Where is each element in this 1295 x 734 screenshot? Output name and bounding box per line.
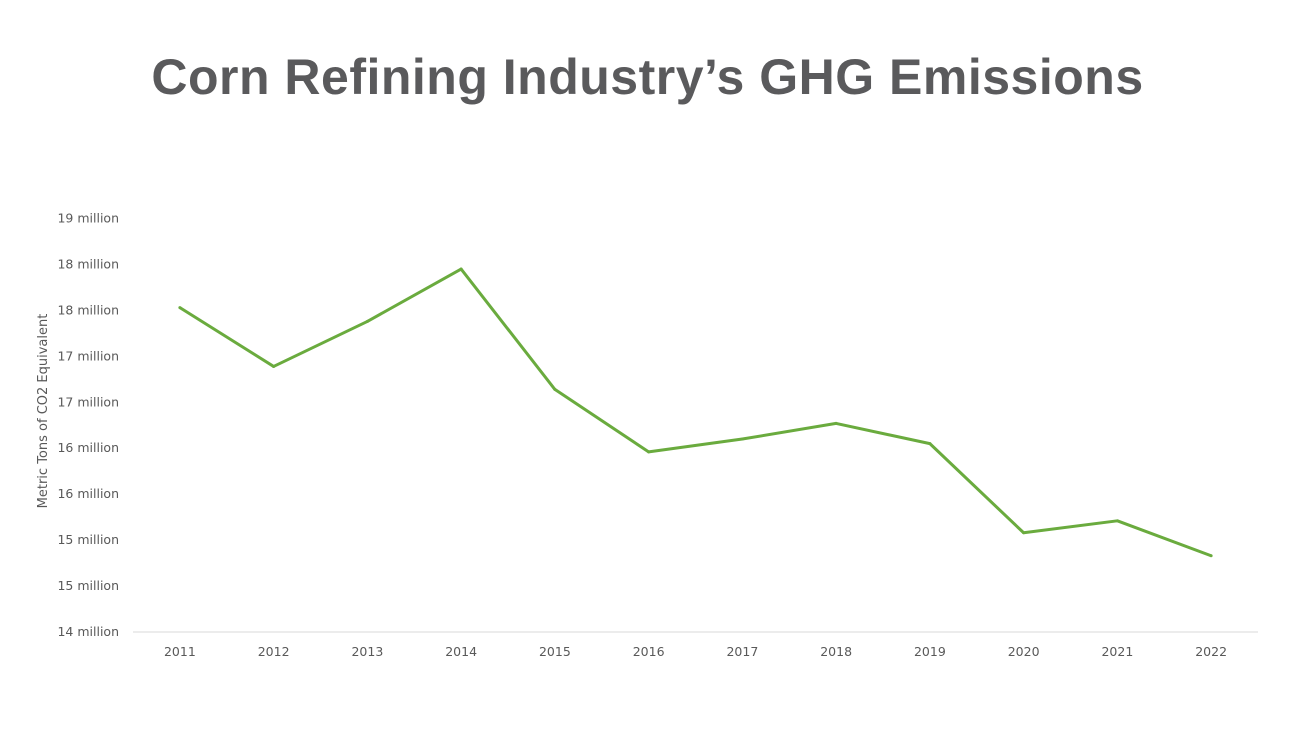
- data-point: [834, 421, 838, 425]
- x-tick-label: 2016: [633, 644, 665, 659]
- y-tick-label: 17 million: [57, 394, 119, 409]
- x-tick-label: 2019: [914, 644, 946, 659]
- y-tick-label: 18 million: [57, 302, 119, 317]
- x-tick-label: 2021: [1101, 644, 1133, 659]
- x-tick-label: 2017: [726, 644, 758, 659]
- x-tick-label: 2013: [351, 644, 383, 659]
- y-tick-label: 16 million: [57, 486, 119, 501]
- x-tick-label: 2012: [258, 644, 290, 659]
- chart-title: Corn Refining Industry’s GHG Emissions: [151, 49, 1144, 105]
- data-point: [459, 267, 463, 271]
- y-tick-label: 18 million: [57, 256, 119, 271]
- y-tick-label: 19 million: [57, 211, 119, 226]
- data-point: [647, 450, 651, 454]
- series-line: [179, 267, 1212, 558]
- y-tick-label: 16 million: [57, 440, 119, 455]
- data-point: [740, 437, 744, 441]
- x-tick-label: 2015: [539, 644, 571, 659]
- y-tick-label: 15 million: [57, 532, 119, 547]
- data-point: [553, 387, 557, 391]
- x-tick-label: 2020: [1008, 644, 1040, 659]
- x-tick-label: 2022: [1195, 644, 1227, 659]
- data-point: [365, 319, 369, 323]
- y-tick-label: 14 million: [57, 624, 119, 639]
- data-point: [1022, 531, 1026, 535]
- data-point: [1115, 519, 1119, 523]
- y-axis-title: Metric Tons of CO2 Equivalent: [36, 314, 51, 509]
- data-point: [178, 306, 182, 310]
- y-tick-label: 17 million: [57, 348, 119, 363]
- x-tick-label: 2014: [445, 644, 477, 659]
- x-tick-label: 2018: [820, 644, 852, 659]
- y-tick-label: 15 million: [57, 578, 119, 593]
- data-point: [272, 364, 276, 368]
- x-tick-label: 2011: [164, 644, 196, 659]
- data-point: [1209, 554, 1213, 558]
- data-point: [928, 442, 932, 446]
